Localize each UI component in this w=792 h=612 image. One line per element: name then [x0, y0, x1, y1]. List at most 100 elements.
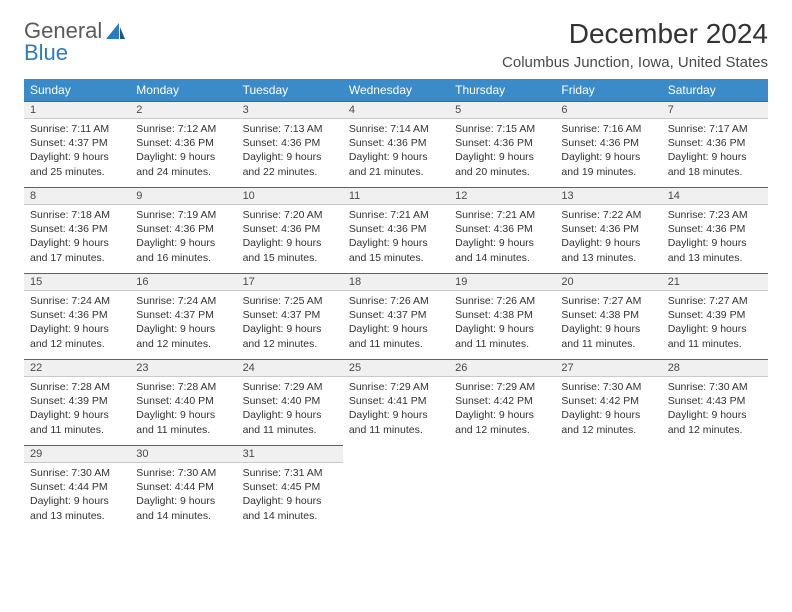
day-number: 21 — [662, 273, 768, 291]
day-number: 30 — [130, 445, 236, 463]
weekday-header: Tuesday — [237, 79, 343, 101]
day-number: 5 — [449, 101, 555, 119]
calendar-cell — [662, 445, 768, 531]
day-details: Sunrise: 7:18 AMSunset: 4:36 PMDaylight:… — [24, 205, 130, 271]
day-number: 22 — [24, 359, 130, 377]
calendar-cell: 3Sunrise: 7:13 AMSunset: 4:36 PMDaylight… — [237, 101, 343, 187]
page-header: General December 2024 Columbus Junction,… — [24, 18, 768, 71]
day-number: 14 — [662, 187, 768, 205]
day-details: Sunrise: 7:19 AMSunset: 4:36 PMDaylight:… — [130, 205, 236, 271]
title-block: December 2024 Columbus Junction, Iowa, U… — [502, 18, 768, 71]
calendar-cell: 14Sunrise: 7:23 AMSunset: 4:36 PMDayligh… — [662, 187, 768, 273]
day-details: Sunrise: 7:16 AMSunset: 4:36 PMDaylight:… — [555, 119, 661, 185]
calendar-cell: 24Sunrise: 7:29 AMSunset: 4:40 PMDayligh… — [237, 359, 343, 445]
calendar-cell: 13Sunrise: 7:22 AMSunset: 4:36 PMDayligh… — [555, 187, 661, 273]
day-details: Sunrise: 7:29 AMSunset: 4:41 PMDaylight:… — [343, 377, 449, 443]
weekday-header: Saturday — [662, 79, 768, 101]
calendar-row: 29Sunrise: 7:30 AMSunset: 4:44 PMDayligh… — [24, 445, 768, 531]
calendar-cell — [343, 445, 449, 531]
calendar-cell: 26Sunrise: 7:29 AMSunset: 4:42 PMDayligh… — [449, 359, 555, 445]
day-number: 20 — [555, 273, 661, 291]
calendar-row: 15Sunrise: 7:24 AMSunset: 4:36 PMDayligh… — [24, 273, 768, 359]
weekday-header: Thursday — [449, 79, 555, 101]
day-number: 16 — [130, 273, 236, 291]
day-details: Sunrise: 7:15 AMSunset: 4:36 PMDaylight:… — [449, 119, 555, 185]
calendar-row: 22Sunrise: 7:28 AMSunset: 4:39 PMDayligh… — [24, 359, 768, 445]
calendar-cell — [449, 445, 555, 531]
calendar-cell — [555, 445, 661, 531]
calendar-cell: 6Sunrise: 7:16 AMSunset: 4:36 PMDaylight… — [555, 101, 661, 187]
calendar-cell: 31Sunrise: 7:31 AMSunset: 4:45 PMDayligh… — [237, 445, 343, 531]
day-details: Sunrise: 7:13 AMSunset: 4:36 PMDaylight:… — [237, 119, 343, 185]
day-details: Sunrise: 7:23 AMSunset: 4:36 PMDaylight:… — [662, 205, 768, 271]
calendar-cell: 17Sunrise: 7:25 AMSunset: 4:37 PMDayligh… — [237, 273, 343, 359]
weekday-header-row: Sunday Monday Tuesday Wednesday Thursday… — [24, 79, 768, 101]
calendar-cell: 10Sunrise: 7:20 AMSunset: 4:36 PMDayligh… — [237, 187, 343, 273]
day-number: 24 — [237, 359, 343, 377]
sail-icon — [106, 23, 126, 41]
day-number: 11 — [343, 187, 449, 205]
calendar-row: 1Sunrise: 7:11 AMSunset: 4:37 PMDaylight… — [24, 101, 768, 187]
calendar-cell: 28Sunrise: 7:30 AMSunset: 4:43 PMDayligh… — [662, 359, 768, 445]
calendar-cell: 18Sunrise: 7:26 AMSunset: 4:37 PMDayligh… — [343, 273, 449, 359]
day-details: Sunrise: 7:29 AMSunset: 4:42 PMDaylight:… — [449, 377, 555, 443]
weekday-header: Friday — [555, 79, 661, 101]
day-number: 8 — [24, 187, 130, 205]
day-number: 12 — [449, 187, 555, 205]
day-details: Sunrise: 7:24 AMSunset: 4:36 PMDaylight:… — [24, 291, 130, 357]
brand-text-2: Blue — [24, 40, 68, 66]
day-details: Sunrise: 7:12 AMSunset: 4:36 PMDaylight:… — [130, 119, 236, 185]
day-number: 13 — [555, 187, 661, 205]
day-number: 10 — [237, 187, 343, 205]
day-number: 26 — [449, 359, 555, 377]
calendar-row: 8Sunrise: 7:18 AMSunset: 4:36 PMDaylight… — [24, 187, 768, 273]
day-details: Sunrise: 7:30 AMSunset: 4:42 PMDaylight:… — [555, 377, 661, 443]
calendar-cell: 4Sunrise: 7:14 AMSunset: 4:36 PMDaylight… — [343, 101, 449, 187]
calendar-cell: 9Sunrise: 7:19 AMSunset: 4:36 PMDaylight… — [130, 187, 236, 273]
day-number: 27 — [555, 359, 661, 377]
day-details: Sunrise: 7:21 AMSunset: 4:36 PMDaylight:… — [449, 205, 555, 271]
day-details: Sunrise: 7:27 AMSunset: 4:38 PMDaylight:… — [555, 291, 661, 357]
calendar-cell: 30Sunrise: 7:30 AMSunset: 4:44 PMDayligh… — [130, 445, 236, 531]
day-number: 2 — [130, 101, 236, 119]
day-number: 31 — [237, 445, 343, 463]
calendar-cell: 29Sunrise: 7:30 AMSunset: 4:44 PMDayligh… — [24, 445, 130, 531]
day-details: Sunrise: 7:25 AMSunset: 4:37 PMDaylight:… — [237, 291, 343, 357]
day-details: Sunrise: 7:17 AMSunset: 4:36 PMDaylight:… — [662, 119, 768, 185]
calendar-cell: 27Sunrise: 7:30 AMSunset: 4:42 PMDayligh… — [555, 359, 661, 445]
calendar-cell: 7Sunrise: 7:17 AMSunset: 4:36 PMDaylight… — [662, 101, 768, 187]
day-details: Sunrise: 7:30 AMSunset: 4:44 PMDaylight:… — [24, 463, 130, 529]
month-title: December 2024 — [502, 18, 768, 50]
day-details: Sunrise: 7:20 AMSunset: 4:36 PMDaylight:… — [237, 205, 343, 271]
day-details: Sunrise: 7:26 AMSunset: 4:37 PMDaylight:… — [343, 291, 449, 357]
calendar-cell: 5Sunrise: 7:15 AMSunset: 4:36 PMDaylight… — [449, 101, 555, 187]
calendar-cell: 22Sunrise: 7:28 AMSunset: 4:39 PMDayligh… — [24, 359, 130, 445]
calendar-cell: 23Sunrise: 7:28 AMSunset: 4:40 PMDayligh… — [130, 359, 236, 445]
day-details: Sunrise: 7:30 AMSunset: 4:44 PMDaylight:… — [130, 463, 236, 529]
day-number: 28 — [662, 359, 768, 377]
day-number: 17 — [237, 273, 343, 291]
day-details: Sunrise: 7:21 AMSunset: 4:36 PMDaylight:… — [343, 205, 449, 271]
day-number: 6 — [555, 101, 661, 119]
day-details: Sunrise: 7:27 AMSunset: 4:39 PMDaylight:… — [662, 291, 768, 357]
calendar-cell: 19Sunrise: 7:26 AMSunset: 4:38 PMDayligh… — [449, 273, 555, 359]
day-number: 4 — [343, 101, 449, 119]
day-number: 18 — [343, 273, 449, 291]
calendar-cell: 1Sunrise: 7:11 AMSunset: 4:37 PMDaylight… — [24, 101, 130, 187]
location-text: Columbus Junction, Iowa, United States — [502, 54, 768, 71]
day-details: Sunrise: 7:24 AMSunset: 4:37 PMDaylight:… — [130, 291, 236, 357]
day-details: Sunrise: 7:29 AMSunset: 4:40 PMDaylight:… — [237, 377, 343, 443]
calendar-cell: 20Sunrise: 7:27 AMSunset: 4:38 PMDayligh… — [555, 273, 661, 359]
calendar-cell: 8Sunrise: 7:18 AMSunset: 4:36 PMDaylight… — [24, 187, 130, 273]
day-number: 25 — [343, 359, 449, 377]
weekday-header: Wednesday — [343, 79, 449, 101]
calendar-cell: 16Sunrise: 7:24 AMSunset: 4:37 PMDayligh… — [130, 273, 236, 359]
calendar-cell: 12Sunrise: 7:21 AMSunset: 4:36 PMDayligh… — [449, 187, 555, 273]
day-number: 9 — [130, 187, 236, 205]
day-number: 15 — [24, 273, 130, 291]
calendar-cell: 21Sunrise: 7:27 AMSunset: 4:39 PMDayligh… — [662, 273, 768, 359]
day-number: 29 — [24, 445, 130, 463]
day-number: 23 — [130, 359, 236, 377]
day-details: Sunrise: 7:14 AMSunset: 4:36 PMDaylight:… — [343, 119, 449, 185]
day-details: Sunrise: 7:31 AMSunset: 4:45 PMDaylight:… — [237, 463, 343, 529]
